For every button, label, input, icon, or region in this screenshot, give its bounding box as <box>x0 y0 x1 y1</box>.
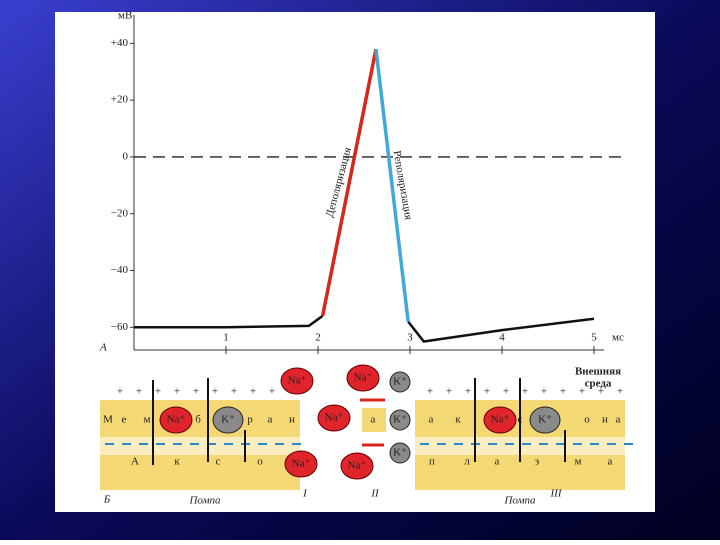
stage-label: III <box>550 488 563 500</box>
y-tick-label: +20 <box>111 94 129 106</box>
panel-label: Б <box>103 494 111 506</box>
sodium-ion <box>346 364 380 392</box>
membrane-letter: м <box>575 456 582 468</box>
charge-plus: + <box>598 386 604 398</box>
line-series <box>407 317 595 343</box>
sodium-ion <box>483 406 517 434</box>
membrane-letter: н <box>602 414 608 426</box>
membrane-letter: М <box>103 414 113 426</box>
membrane-letter: А <box>131 456 139 468</box>
stage-label: I <box>302 488 308 500</box>
x-tick-label: 1 <box>223 332 229 344</box>
potassium-ion <box>389 371 411 393</box>
ion-label: K⁺ <box>393 414 407 426</box>
charge-plus: + <box>117 386 123 398</box>
charge-plus: + <box>269 386 275 398</box>
stage-label: II <box>370 488 380 500</box>
ion-label: K⁺ <box>393 376 407 388</box>
ion-label: Na⁺ <box>491 414 510 426</box>
x-tick-label: 3 <box>407 332 413 344</box>
potassium-ion <box>212 406 244 434</box>
membrane-letter: е <box>122 414 127 426</box>
charge-plus: + <box>212 386 218 398</box>
ion-label: K⁺ <box>393 447 407 459</box>
membrane-letter: к <box>174 456 180 468</box>
membrane-letter: о <box>584 414 590 426</box>
membrane-letter: а <box>616 414 621 426</box>
sodium-ion <box>159 406 193 434</box>
membrane-letter: с <box>216 456 221 468</box>
membrane-letter: с <box>518 414 523 426</box>
membrane-letter: л <box>464 456 470 468</box>
sodium-ion <box>284 450 318 478</box>
ion-label: Na⁺ <box>167 414 186 426</box>
charge-plus: + <box>560 386 566 398</box>
ion-label: K⁺ <box>221 414 235 426</box>
potassium-ion <box>389 409 411 431</box>
y-tick-label: +40 <box>111 37 129 49</box>
ion-label: Na⁺ <box>348 460 367 472</box>
membrane-letter: а <box>371 414 376 426</box>
charge-plus: + <box>522 386 528 398</box>
diagram: + + + + + + + + + + + + + + + + + + + +М е м б р а н а а к с о н аА к с о п л… <box>100 364 633 507</box>
charge-plus: + <box>446 386 452 398</box>
charge-plus: + <box>136 386 142 398</box>
ion-label: Na⁺ <box>292 458 311 470</box>
membrane-letter: р <box>247 414 253 426</box>
membrane-letter: а <box>495 456 500 468</box>
ion-label: Na⁺ <box>354 372 373 384</box>
line-series <box>134 314 324 329</box>
membrane-letter: а <box>429 414 434 426</box>
ion-label: Na⁺ <box>325 412 344 424</box>
membrane-letter: б <box>195 414 201 426</box>
charge-plus: + <box>579 386 585 398</box>
charge-plus: + <box>484 386 490 398</box>
y-tick-label: −40 <box>111 264 129 276</box>
membrane-letter: п <box>429 456 435 468</box>
outside-label: Внешняя <box>575 366 621 378</box>
x-tick-label: 2 <box>315 332 321 344</box>
membrane-letter: н <box>289 414 295 426</box>
charge-plus: + <box>250 386 256 398</box>
x-tick-label: 5 <box>591 332 597 344</box>
charge-plus: + <box>541 386 547 398</box>
membrane-letter: м <box>144 414 151 426</box>
charge-plus: + <box>503 386 509 398</box>
y-tick-label: 0 <box>123 150 129 162</box>
membrane-core <box>100 437 300 455</box>
ion-label: K⁺ <box>538 414 552 426</box>
pump-label: Помпа <box>503 495 536 507</box>
membrane-letter: а <box>268 414 273 426</box>
membrane-mid <box>362 408 386 432</box>
sodium-ion <box>280 367 314 395</box>
charge-plus: + <box>174 386 180 398</box>
sodium-ion <box>340 452 374 480</box>
sodium-ion <box>317 404 351 432</box>
charge-plus: + <box>465 386 471 398</box>
ion-label: Na⁺ <box>288 375 307 387</box>
x-tick-label: 4 <box>499 332 505 344</box>
y-tick-label: −20 <box>111 207 129 219</box>
charge-plus: + <box>193 386 199 398</box>
line-series <box>320 48 378 317</box>
membrane-letter: к <box>455 414 461 426</box>
y-unit: мВ <box>118 10 132 22</box>
line-series <box>374 48 410 322</box>
outside-label: среда <box>585 378 612 390</box>
pump-label: Помпа <box>188 495 221 507</box>
membrane-letter: а <box>608 456 613 468</box>
membrane-letter: о <box>257 456 263 468</box>
x-unit: мс <box>612 332 624 344</box>
charge-plus: + <box>427 386 433 398</box>
membrane-letter: з <box>535 456 539 468</box>
potassium-ion <box>389 442 411 464</box>
potassium-ion <box>529 406 561 434</box>
charge-plus: + <box>617 386 623 398</box>
panel-label: А <box>99 342 107 354</box>
charge-plus: + <box>231 386 237 398</box>
charge-plus: + <box>155 386 161 398</box>
y-tick-label: −60 <box>111 321 129 333</box>
